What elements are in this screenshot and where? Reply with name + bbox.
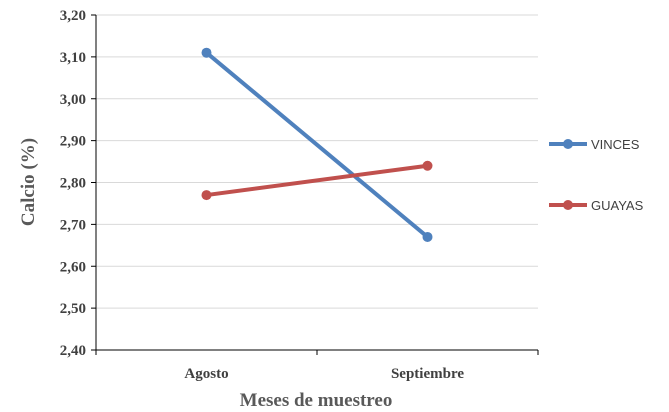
y-tick-label: 2,70 [60, 217, 86, 233]
x-tick-label: Septiembre [391, 366, 464, 382]
x-axis-title: Meses de muestreo [240, 390, 393, 411]
y-tick-label: 2,60 [60, 259, 86, 275]
data-point-guayas [422, 160, 433, 171]
y-tick-label: 2,40 [60, 343, 86, 359]
y-tick-label: 2,80 [60, 176, 86, 192]
legend-label-vinces: VINCES [591, 137, 640, 152]
y-tick-label: 3,10 [60, 50, 86, 66]
y-tick-label: 3,00 [60, 92, 86, 108]
data-point-vinces [201, 47, 212, 58]
data-point-guayas [201, 190, 212, 201]
gridlines [96, 14, 538, 309]
series-line-guayas [204, 163, 430, 198]
y-axis-ticks: 2,40 2,50 2,60 2,70 2,80 2,90 3,00 3,10 3,20 [60, 8, 96, 359]
x-tick-label: Agosto [184, 366, 228, 382]
y-tick-label: 2,50 [60, 301, 86, 317]
legend-label-guayas: GUAYAS [591, 198, 644, 213]
y-axis-title: Calcio (%) [18, 138, 39, 226]
x-axis: Agosto Septiembre [95, 349, 539, 382]
y-tick-label: 3,20 [60, 8, 86, 24]
series-layer [201, 47, 433, 242]
legend-marker-vinces [563, 139, 573, 149]
y-tick-label: 2,90 [60, 134, 86, 150]
legend-marker-guayas [563, 200, 573, 210]
legend: VINCES GUAYAS [549, 137, 644, 213]
series-line-vinces [204, 50, 430, 239]
data-point-vinces [422, 231, 433, 242]
